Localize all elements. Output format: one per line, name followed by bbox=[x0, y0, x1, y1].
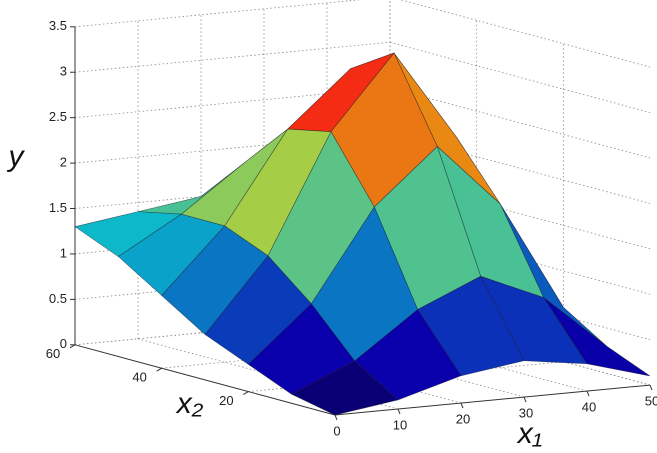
y-tick-label: 60 bbox=[46, 346, 60, 361]
z-tick-label: 3 bbox=[60, 64, 67, 79]
x-tick-label: 10 bbox=[393, 417, 407, 432]
z-tick-label: 2.5 bbox=[49, 109, 67, 124]
tick-mark bbox=[524, 397, 526, 402]
x-tick-label: 20 bbox=[456, 411, 470, 426]
z-tick-label: 2 bbox=[60, 155, 67, 170]
z-tick-label: 1.5 bbox=[49, 200, 67, 215]
tick-mark bbox=[587, 391, 589, 396]
x-axis-label: x₁ bbox=[516, 417, 542, 450]
x-tick-label: 50 bbox=[645, 394, 657, 409]
z-tick-label: 0 bbox=[60, 336, 67, 351]
z-tick-label: 3.5 bbox=[49, 18, 67, 33]
grid-line bbox=[75, 42, 390, 72]
grid-line bbox=[390, 0, 650, 67]
tick-mark bbox=[335, 415, 337, 420]
z-axis-label: y bbox=[7, 140, 26, 173]
surface bbox=[75, 53, 650, 415]
chart: 00.511.522.533.501020304050204060 x₁ x₂ … bbox=[0, 0, 657, 453]
tick-mark bbox=[243, 392, 248, 395]
tick-mark bbox=[398, 409, 400, 414]
y-tick-label: 20 bbox=[219, 393, 233, 408]
z-tick-label: 1 bbox=[60, 245, 67, 260]
tick-mark bbox=[461, 403, 463, 408]
x-tick-label: 0 bbox=[333, 423, 340, 438]
tick-mark bbox=[650, 385, 652, 390]
z-tick-label: 0.5 bbox=[49, 291, 67, 306]
tick-mark bbox=[157, 368, 162, 371]
x-tick-label: 40 bbox=[582, 399, 596, 414]
grid-line bbox=[75, 0, 390, 27]
y-tick-label: 40 bbox=[132, 370, 146, 385]
y-axis-label: x₂ bbox=[175, 387, 204, 420]
